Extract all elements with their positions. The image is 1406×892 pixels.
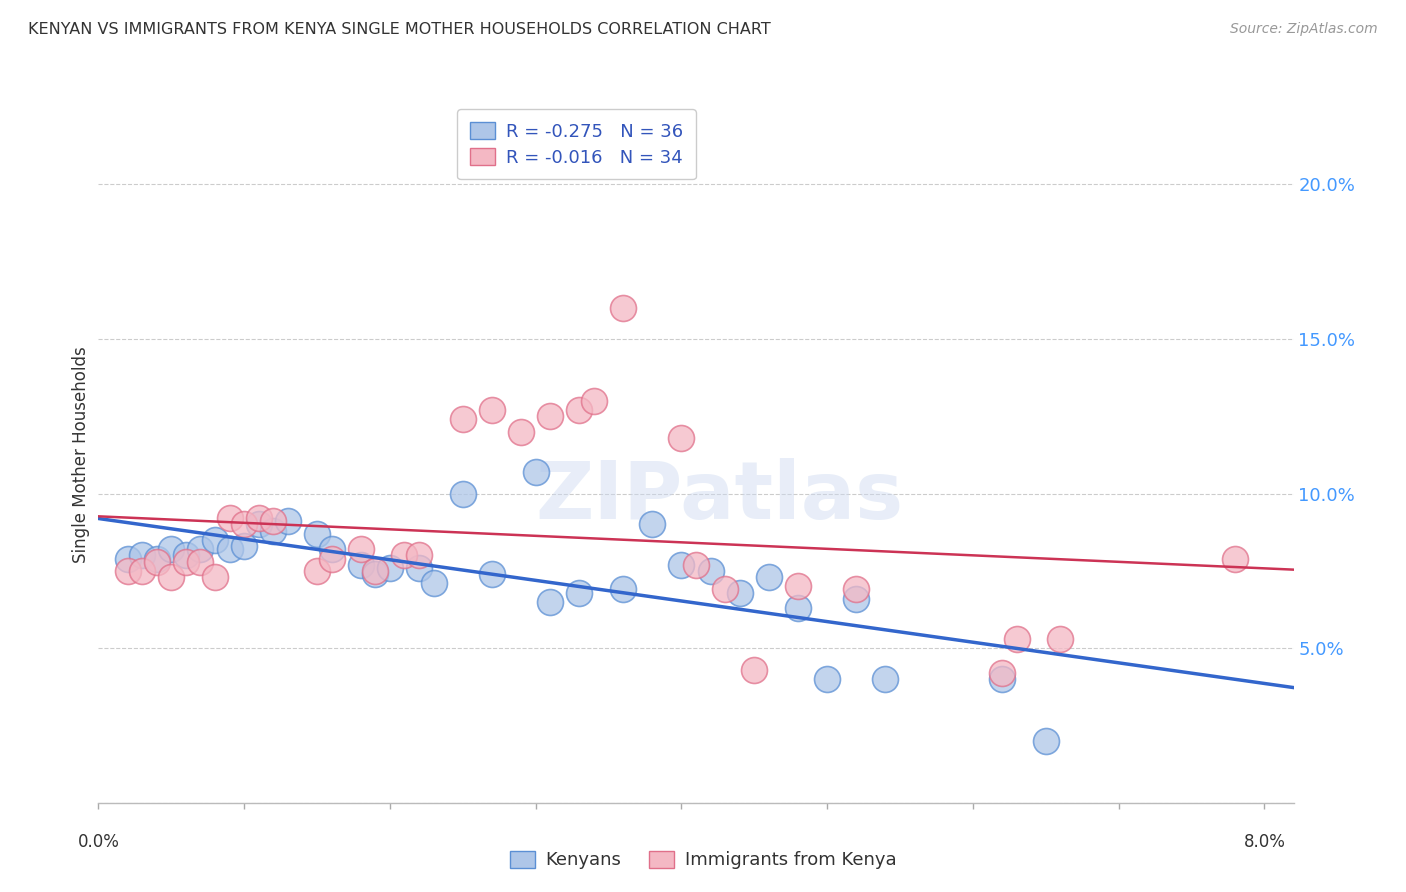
Point	[612, 582, 634, 597]
Point	[671, 558, 693, 572]
Point	[641, 517, 664, 532]
Point	[160, 542, 183, 557]
Point	[277, 515, 299, 529]
Point	[685, 558, 707, 572]
Y-axis label: Single Mother Households: Single Mother Households	[72, 347, 90, 563]
Point	[1005, 632, 1028, 646]
Point	[1035, 734, 1057, 748]
Point	[174, 555, 197, 569]
Point	[671, 431, 693, 445]
Point	[190, 555, 212, 569]
Point	[364, 564, 387, 578]
Point	[714, 582, 737, 597]
Point	[233, 517, 256, 532]
Point	[321, 542, 343, 557]
Point	[408, 549, 430, 563]
Point	[538, 595, 561, 609]
Point	[787, 579, 810, 593]
Point	[394, 549, 416, 563]
Point	[204, 570, 226, 584]
Point	[451, 412, 474, 426]
Point	[204, 533, 226, 547]
Point	[568, 585, 591, 599]
Point	[174, 549, 197, 563]
Point	[247, 511, 270, 525]
Point	[481, 403, 503, 417]
Legend: R = -0.275   N = 36, R = -0.016   N = 34: R = -0.275 N = 36, R = -0.016 N = 34	[457, 109, 696, 179]
Point	[582, 393, 605, 408]
Point	[364, 566, 387, 581]
Point	[845, 591, 868, 606]
Point	[131, 549, 153, 563]
Text: 8.0%: 8.0%	[1243, 833, 1285, 851]
Text: Source: ZipAtlas.com: Source: ZipAtlas.com	[1230, 22, 1378, 37]
Text: 0.0%: 0.0%	[77, 833, 120, 851]
Point	[305, 564, 328, 578]
Point	[218, 542, 240, 557]
Point	[131, 564, 153, 578]
Point	[758, 570, 780, 584]
Point	[451, 486, 474, 500]
Point	[247, 517, 270, 532]
Point	[991, 672, 1014, 686]
Point	[350, 558, 373, 572]
Point	[699, 564, 721, 578]
Point	[728, 585, 751, 599]
Point	[1049, 632, 1071, 646]
Point	[538, 409, 561, 424]
Point	[145, 555, 167, 569]
Point	[787, 601, 810, 615]
Point	[568, 403, 591, 417]
Point	[422, 576, 444, 591]
Point	[875, 672, 897, 686]
Text: ZIPatlas: ZIPatlas	[536, 458, 904, 536]
Point	[1225, 551, 1247, 566]
Point	[262, 524, 284, 538]
Point	[612, 301, 634, 315]
Point	[218, 511, 240, 525]
Point	[524, 465, 547, 479]
Point	[845, 582, 868, 597]
Point	[350, 542, 373, 557]
Point	[190, 542, 212, 557]
Point	[481, 566, 503, 581]
Point	[262, 515, 284, 529]
Point	[510, 425, 533, 439]
Point	[742, 663, 765, 677]
Point	[991, 665, 1014, 680]
Legend: Kenyans, Immigrants from Kenya: Kenyans, Immigrants from Kenya	[501, 842, 905, 879]
Point	[321, 551, 343, 566]
Text: KENYAN VS IMMIGRANTS FROM KENYA SINGLE MOTHER HOUSEHOLDS CORRELATION CHART: KENYAN VS IMMIGRANTS FROM KENYA SINGLE M…	[28, 22, 770, 37]
Point	[117, 564, 139, 578]
Point	[145, 551, 167, 566]
Point	[815, 672, 838, 686]
Point	[117, 551, 139, 566]
Point	[160, 570, 183, 584]
Point	[233, 539, 256, 553]
Point	[408, 561, 430, 575]
Point	[305, 526, 328, 541]
Point	[378, 561, 401, 575]
